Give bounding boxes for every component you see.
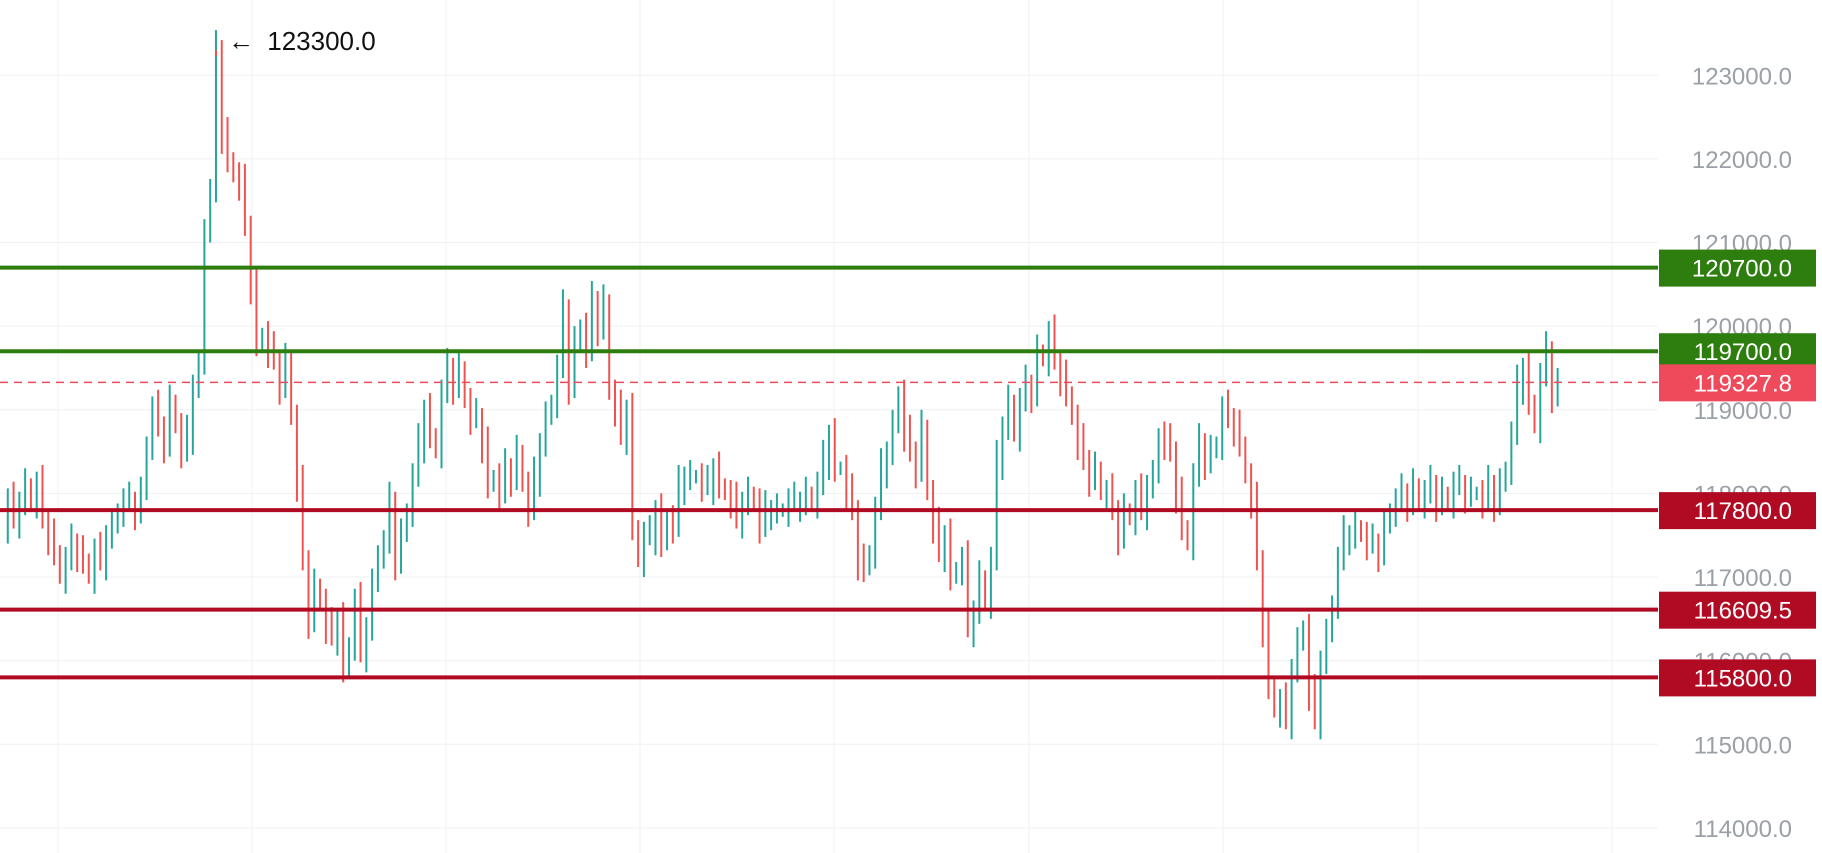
price-axis-tick: 122000.0 (1692, 147, 1792, 174)
price-axis-tick: 117000.0 (1694, 565, 1792, 592)
level-label-text: 119700.0 (1694, 339, 1792, 366)
price-axis-tick: 115000.0 (1694, 732, 1792, 759)
level-labels: 120700.0 119700.0 119327.8 117800.0 116609.5… (1659, 249, 1816, 697)
level-label-support-2: 116609.5 (1659, 591, 1816, 629)
price-axis-tick: 114000.0 (1694, 816, 1792, 843)
ohlc-bars (6, 30, 1559, 740)
level-label-resistance-1: 120700.0 (1659, 249, 1816, 287)
level-label-box (1659, 333, 1816, 371)
price-axis-background (1658, 0, 1822, 853)
annotations: ← 123300.0 (214, 26, 376, 57)
level-label-text: 119327.8 (1694, 370, 1792, 397)
level-label-text: 120700.0 (1692, 256, 1792, 283)
level-label-box (1659, 659, 1816, 697)
level-label-current-price: 119327.8 (1659, 364, 1816, 402)
level-label-resistance-2: 119700.0 (1659, 333, 1816, 371)
price-axis-tick: 119000.0 (1694, 398, 1792, 425)
level-label-box (1659, 492, 1816, 530)
price-axis[interactable]: 114000.0115000.0116000.0117000.0118000.0… (1658, 0, 1822, 853)
level-label-support-1: 117800.0 (1659, 492, 1816, 530)
price-axis-tick: 123000.0 (1692, 63, 1792, 90)
arrow-left-icon: ← (228, 26, 254, 56)
grid (0, 0, 1658, 853)
level-label-support-3: 115800.0 (1659, 659, 1816, 697)
level-label-text: 117800.0 (1694, 498, 1792, 525)
max-price-annotation: ← 123300.0 (228, 26, 376, 56)
horizontal-levels (0, 265, 1660, 680)
max-price-label: 123300.0 (267, 26, 375, 56)
level-label-box (1659, 364, 1816, 402)
level-label-box (1659, 249, 1816, 287)
level-label-text: 115800.0 (1694, 665, 1792, 692)
level-label-text: 116609.5 (1694, 598, 1792, 625)
level-label-box (1659, 591, 1816, 629)
